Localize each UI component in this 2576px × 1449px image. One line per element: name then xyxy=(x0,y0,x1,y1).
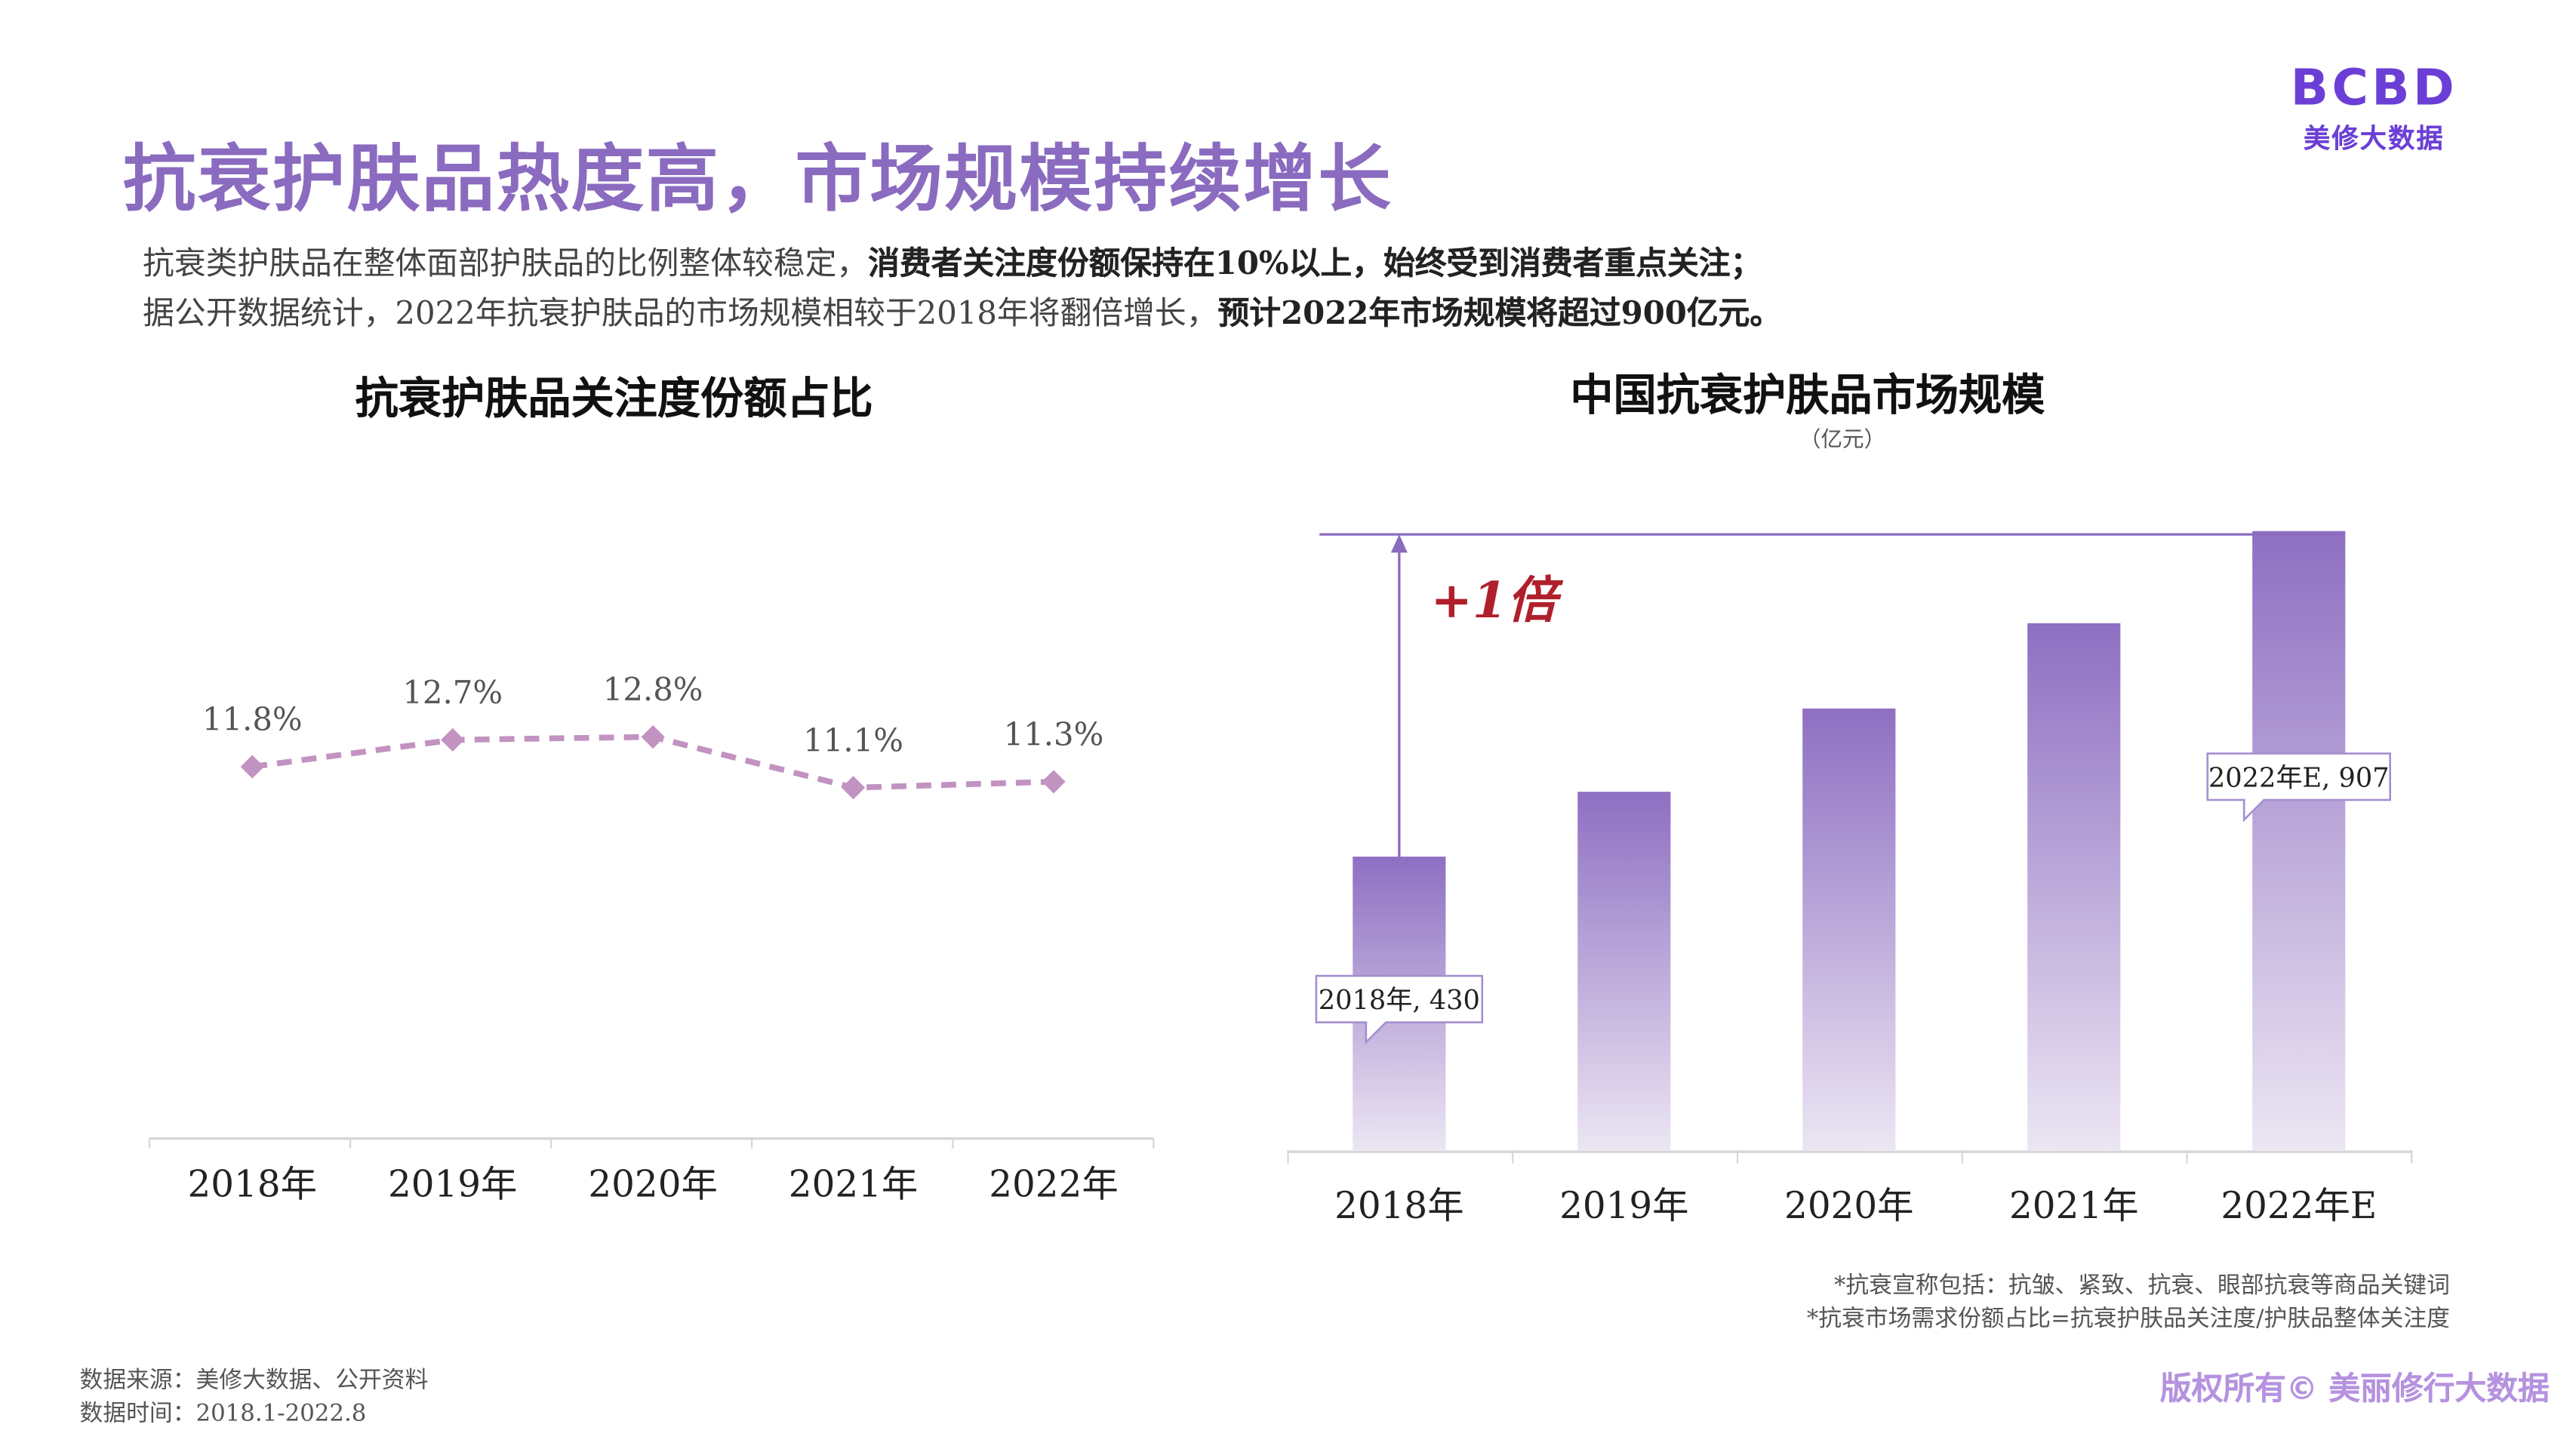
callout-label: 2018年, 430 xyxy=(1319,985,1480,1016)
footnote: *抗衰宣称包括：抗皱、紧致、抗衰、眼部抗衰等商品关键词 xyxy=(1834,1272,2450,1300)
source-date: 数据时间：2018.1-2022.8 xyxy=(79,1401,367,1428)
x-tick-label: 2022年 xyxy=(989,1164,1119,1206)
data-label: 11.3% xyxy=(1004,715,1104,752)
footnotes: *抗衰宣称包括：抗皱、紧致、抗衰、眼部抗衰等商品关键词 *抗衰市场需求份额占比=… xyxy=(1807,1268,2450,1334)
x-tick-label: 2022年E xyxy=(2221,1185,2377,1227)
data-point xyxy=(1042,770,1066,794)
line-chart: 11.8% 2018年 12.7% 2019年 12.8% 2020年 11.1% 2021年… xyxy=(148,671,1155,1206)
callout-box xyxy=(2206,752,2392,823)
desc-text: 据公开数据统计，2022年抗衰护肤品的市场规模相较于2018年将翻倍增长， xyxy=(143,295,1218,332)
data-point xyxy=(842,776,866,800)
bar xyxy=(1802,708,1896,1150)
page-title: 抗衰护肤品热度高，市场规模持续增长 xyxy=(122,137,1393,223)
description-line-1: 抗衰类护肤品在整体面部护肤品的比例整体较稳定，消费者关注度份额保持在10%以上，… xyxy=(143,239,1762,284)
bar xyxy=(1577,792,1671,1150)
bar xyxy=(2027,623,2121,1150)
data-source: 数据来源：美修大数据、公开资料 数据时间：2018.1-2022.8 xyxy=(80,1364,429,1431)
x-tick-label: 2020年 xyxy=(1784,1185,1914,1227)
data-point xyxy=(441,728,465,752)
bar-chart-title: 中国抗衰护肤品市场规模 xyxy=(1570,371,2045,422)
desc-bold: 预计2022年市场规模将超过900亿元。 xyxy=(1217,295,1782,332)
x-tick-label: 2019年 xyxy=(388,1164,517,1206)
data-point xyxy=(240,755,264,779)
copyright: 版权所有© 美丽修行大数据 xyxy=(2159,1371,2550,1407)
x-tick-label: 2020年 xyxy=(588,1164,718,1206)
data-label: 12.8% xyxy=(603,671,703,708)
desc-text: 抗衰类护肤品在整体面部护肤品的比例整体较稳定， xyxy=(143,245,869,282)
callout-box xyxy=(1315,974,1484,1045)
description-line-2: 据公开数据统计，2022年抗衰护肤品的市场规模相较于2018年将翻倍增长，预计2… xyxy=(143,289,1781,334)
data-label: 11.8% xyxy=(202,701,303,738)
logo: BCBD 美修大数据 xyxy=(2290,60,2458,156)
data-label: 12.7% xyxy=(402,674,503,711)
bar-chart: 2018年 2019年 2020年 2021年 2022年E +1倍 2018年, 430 2… xyxy=(1287,531,2413,1227)
callout-label: 2022年E, 907 xyxy=(2208,762,2390,793)
data-point xyxy=(641,724,665,749)
desc-bold: 消费者关注度份额保持在10%以上，始终受到消费者重点关注； xyxy=(868,245,1762,282)
growth-annotation: +1倍 xyxy=(1431,571,1564,629)
logo-mark: BCBD xyxy=(2290,60,2458,118)
source-line: 数据来源：美修大数据、公开资料 xyxy=(79,1367,429,1395)
x-tick-label: 2019年 xyxy=(1559,1185,1689,1227)
logo-subtitle: 美修大数据 xyxy=(2303,122,2445,155)
arrow-head-icon xyxy=(1390,534,1408,553)
footnote: *抗衰市场需求份额占比=抗衰护肤品关注度/护肤品整体关注度 xyxy=(1806,1306,2450,1333)
x-tick-label: 2018年 xyxy=(1334,1185,1464,1227)
x-tick-label: 2021年 xyxy=(789,1164,918,1206)
bar xyxy=(2252,531,2346,1150)
data-label: 11.1% xyxy=(803,721,903,758)
bar-chart-unit: （亿元） xyxy=(1799,428,1886,454)
line-chart-title: 抗衰护肤品关注度份额占比 xyxy=(355,374,873,425)
x-tick-label: 2018年 xyxy=(188,1164,318,1206)
x-tick-label: 2021年 xyxy=(2009,1185,2139,1227)
